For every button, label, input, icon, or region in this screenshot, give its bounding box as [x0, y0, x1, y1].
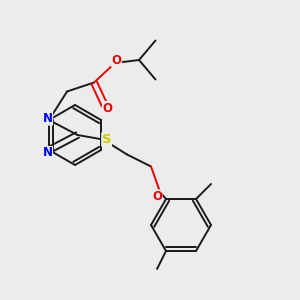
Text: N: N: [43, 112, 52, 125]
Text: O: O: [112, 53, 122, 67]
Text: O: O: [152, 190, 162, 203]
Text: S: S: [102, 133, 111, 146]
Text: O: O: [103, 101, 112, 115]
Text: N: N: [43, 146, 52, 160]
